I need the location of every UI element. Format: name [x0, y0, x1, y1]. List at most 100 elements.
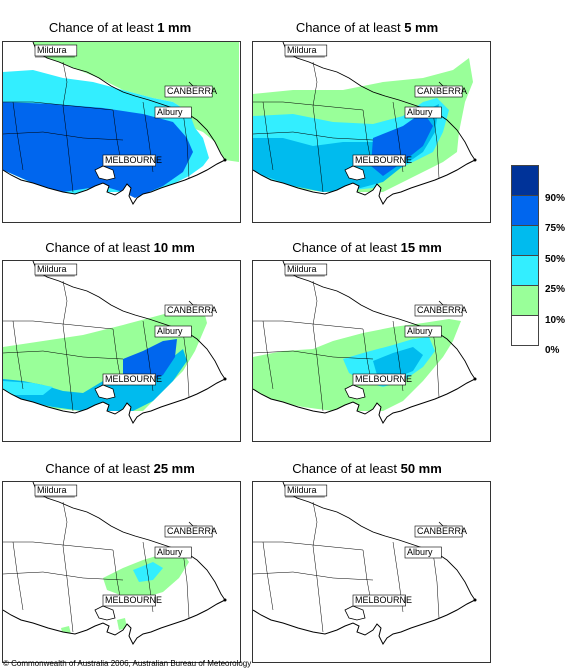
copyright-footer: © Commonwealth of Australia 2006, Austra…	[3, 659, 252, 668]
district-boundary	[182, 330, 190, 398]
place-label-canberra: CANBERRA	[414, 525, 467, 538]
district-boundary	[62, 61, 68, 107]
district-boundary	[312, 105, 324, 193]
district-boundary	[262, 101, 274, 171]
probability-region	[3, 102, 193, 198]
sea-mask	[3, 600, 239, 662]
legend-tick-25: 25%	[545, 284, 566, 295]
place-label-box	[34, 44, 78, 57]
place-label-text: CANBERRA	[167, 526, 217, 536]
legend-tick-75: 75%	[545, 223, 566, 234]
place-label-box	[102, 154, 156, 167]
place-label-box	[284, 44, 328, 57]
panel-title-25mm: Chance of at least 25 mm	[45, 461, 195, 476]
coast-point-marker	[223, 377, 227, 381]
district-boundary	[12, 541, 24, 611]
district-boundary	[253, 131, 374, 141]
district-boundary	[312, 61, 318, 107]
state-border	[282, 42, 476, 161]
place-label-mildura: Mildura	[34, 484, 78, 497]
map-panel-10mm: Mildura CANBERRA Albury MELBOURNE	[2, 260, 241, 442]
coastline	[253, 159, 476, 205]
district-boundary	[432, 551, 440, 619]
place-label-box	[404, 546, 442, 559]
district-boundary	[253, 541, 364, 551]
coast-point-marker	[473, 377, 477, 381]
place-label-text: MELBOURNE	[105, 155, 162, 165]
place-label-canberra: CANBERRA	[414, 85, 467, 98]
place-label-albury: Albury	[404, 546, 442, 559]
district-boundary	[312, 501, 318, 547]
district-boundary	[3, 350, 124, 360]
probability-region	[133, 562, 163, 582]
place-label-text: Albury	[157, 547, 183, 557]
district-boundary	[62, 324, 74, 412]
place-label-box	[352, 594, 406, 607]
place-label-mildura: Mildura	[284, 44, 328, 57]
coast-point-marker	[473, 598, 477, 602]
place-label-box	[352, 373, 406, 386]
place-label-text: CANBERRA	[167, 86, 217, 96]
place-label-text: Mildura	[37, 485, 67, 495]
place-label-text: MELBOURNE	[355, 374, 412, 384]
district-boundary	[62, 545, 74, 633]
place-label-box	[34, 484, 78, 497]
place-label-text: MELBOURNE	[355, 595, 412, 605]
panel-title-1mm: Chance of at least 1 mm	[48, 20, 192, 35]
place-label-box	[404, 106, 442, 119]
place-label-text: Albury	[407, 326, 433, 336]
place-label-canberra: CANBERRA	[164, 525, 217, 538]
map-panel-15mm: Mildura CANBERRA Albury MELBOURNE	[252, 260, 491, 442]
district-boundary	[312, 324, 324, 412]
district-boundary	[362, 109, 372, 163]
legend-tick-90: 90%	[545, 193, 566, 204]
legend-swatch-25	[511, 255, 539, 286]
place-label-melbourne: MELBOURNE	[102, 154, 162, 167]
place-label-text: Albury	[157, 107, 183, 117]
victoria-map-10mm: Mildura CANBERRA Albury MELBOURNE	[3, 261, 239, 441]
place-label-albury: Albury	[154, 325, 192, 338]
legend-swatch-90	[511, 165, 539, 196]
port-phillip-bay	[344, 605, 366, 621]
place-label-melbourne: MELBOURNE	[352, 594, 412, 607]
place-label-mildura: Mildura	[284, 263, 328, 276]
sea-mask	[253, 600, 489, 662]
district-boundary	[62, 280, 68, 326]
place-label-box	[414, 85, 463, 98]
probability-region	[3, 42, 239, 162]
map-panel-5mm: Mildura CANBERRA Albury MELBOURNE	[252, 41, 491, 223]
legend-swatch-50	[511, 225, 539, 256]
district-boundary	[312, 280, 318, 326]
district-boundary	[62, 501, 68, 547]
victoria-map-1mm: Mildura CANBERRA Albury MELBOURNE	[3, 42, 239, 222]
place-label-albury: Albury	[154, 106, 192, 119]
district-boundary	[182, 551, 190, 619]
place-label-box	[34, 263, 78, 276]
place-label-box	[154, 546, 192, 559]
map-panel-50mm: Mildura CANBERRA Albury MELBOURNE	[252, 481, 491, 663]
place-label-box	[414, 304, 463, 317]
place-label-mildura: Mildura	[34, 44, 78, 57]
place-label-albury: Albury	[154, 546, 192, 559]
victoria-map-5mm: Mildura CANBERRA Albury MELBOURNE	[253, 42, 489, 222]
place-label-albury: Albury	[404, 106, 442, 119]
place-label-text: Mildura	[287, 264, 317, 274]
place-label-albury: Albury	[404, 325, 442, 338]
place-label-mildura: Mildura	[284, 484, 328, 497]
sea-mask	[3, 379, 239, 441]
place-label-box	[284, 484, 328, 497]
coastline	[253, 599, 476, 645]
place-label-text: Mildura	[37, 264, 67, 274]
place-label-text: MELBOURNE	[105, 595, 162, 605]
district-boundary	[112, 328, 122, 382]
district-boundary	[312, 545, 324, 633]
map-panel-1mm: Mildura CANBERRA Albury MELBOURNE	[2, 41, 241, 223]
district-boundary	[432, 330, 440, 398]
district-boundary	[253, 571, 374, 581]
probability-region	[3, 381, 53, 395]
district-boundary	[182, 111, 190, 179]
place-label-box	[352, 154, 406, 167]
legend-tick-50: 50%	[545, 254, 566, 265]
district-boundary	[112, 109, 122, 163]
probability-region	[253, 104, 439, 192]
